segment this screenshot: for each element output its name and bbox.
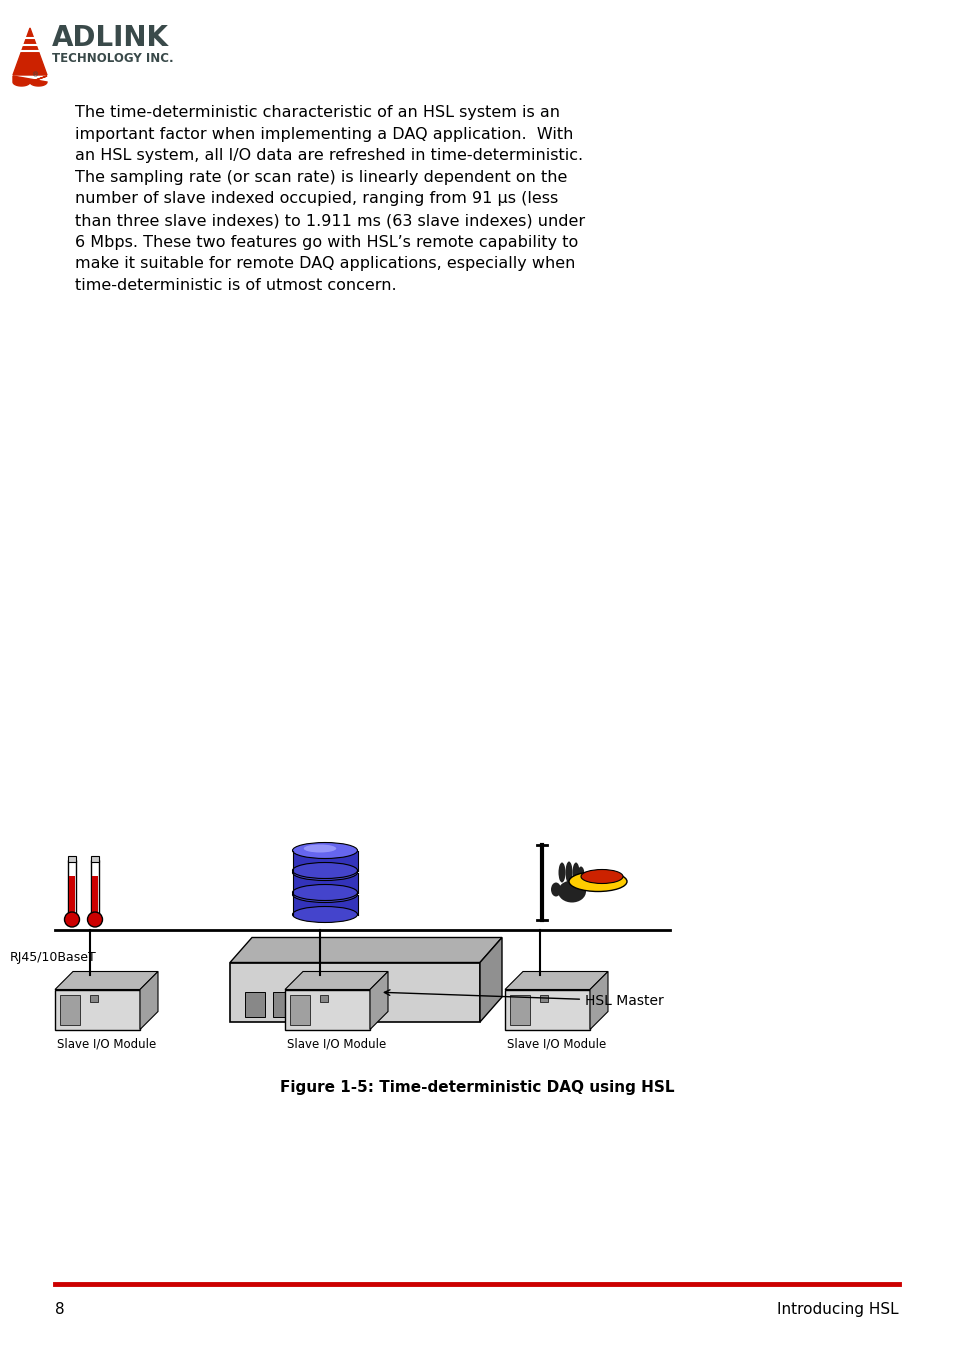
Ellipse shape: [565, 861, 572, 883]
Bar: [504, 990, 589, 1029]
Ellipse shape: [293, 906, 357, 922]
Bar: [319, 995, 328, 1002]
Polygon shape: [589, 972, 607, 1029]
Text: 8: 8: [55, 1302, 65, 1317]
Bar: [91, 876, 98, 914]
Polygon shape: [13, 76, 47, 87]
Ellipse shape: [558, 863, 565, 883]
Polygon shape: [370, 972, 388, 1029]
Ellipse shape: [303, 845, 335, 853]
Ellipse shape: [293, 887, 357, 903]
Bar: [290, 995, 310, 1025]
Text: ADLINK: ADLINK: [52, 24, 169, 51]
Text: ®: ®: [32, 72, 39, 78]
Bar: [273, 992, 293, 1017]
Text: Slave I/O Module: Slave I/O Module: [57, 1037, 156, 1051]
Bar: [91, 856, 99, 861]
Ellipse shape: [293, 864, 357, 880]
Ellipse shape: [293, 863, 357, 879]
Ellipse shape: [558, 880, 585, 903]
Text: Slave I/O Module: Slave I/O Module: [287, 1037, 386, 1051]
Ellipse shape: [293, 884, 357, 900]
Polygon shape: [230, 937, 501, 963]
Text: Introducing HSL: Introducing HSL: [777, 1302, 898, 1317]
Text: RJ45/10BaseT: RJ45/10BaseT: [10, 950, 96, 964]
Polygon shape: [285, 972, 388, 990]
Bar: [293, 895, 357, 914]
Text: Slave I/O Module: Slave I/O Module: [506, 1037, 605, 1051]
Bar: [68, 856, 76, 861]
Text: Figure 1-5: Time-deterministic DAQ using HSL: Figure 1-5: Time-deterministic DAQ using…: [279, 1080, 674, 1095]
Circle shape: [88, 913, 102, 927]
Polygon shape: [13, 28, 47, 74]
Ellipse shape: [577, 867, 584, 883]
Bar: [293, 850, 357, 871]
Bar: [69, 876, 75, 914]
Ellipse shape: [293, 842, 357, 859]
Ellipse shape: [580, 869, 622, 883]
Polygon shape: [140, 972, 158, 1029]
Text: HSL Master: HSL Master: [384, 990, 663, 1007]
Bar: [230, 963, 479, 1022]
Bar: [285, 990, 370, 1029]
Ellipse shape: [551, 883, 560, 896]
Bar: [510, 995, 530, 1025]
Bar: [245, 992, 265, 1017]
Circle shape: [65, 913, 79, 927]
Bar: [301, 992, 320, 1017]
Bar: [329, 992, 349, 1017]
Bar: [60, 995, 80, 1025]
Bar: [55, 990, 140, 1029]
Bar: [90, 995, 98, 1002]
Polygon shape: [479, 937, 501, 1022]
Text: The time-deterministic characteristic of an HSL system is an
important factor wh: The time-deterministic characteristic of…: [75, 105, 584, 293]
Bar: [293, 872, 357, 892]
Polygon shape: [504, 972, 607, 990]
Text: TECHNOLOGY INC.: TECHNOLOGY INC.: [52, 51, 173, 65]
Bar: [68, 860, 76, 914]
Bar: [539, 995, 547, 1002]
Ellipse shape: [568, 872, 626, 891]
Bar: [91, 860, 99, 914]
Polygon shape: [55, 972, 158, 990]
Ellipse shape: [572, 863, 578, 883]
